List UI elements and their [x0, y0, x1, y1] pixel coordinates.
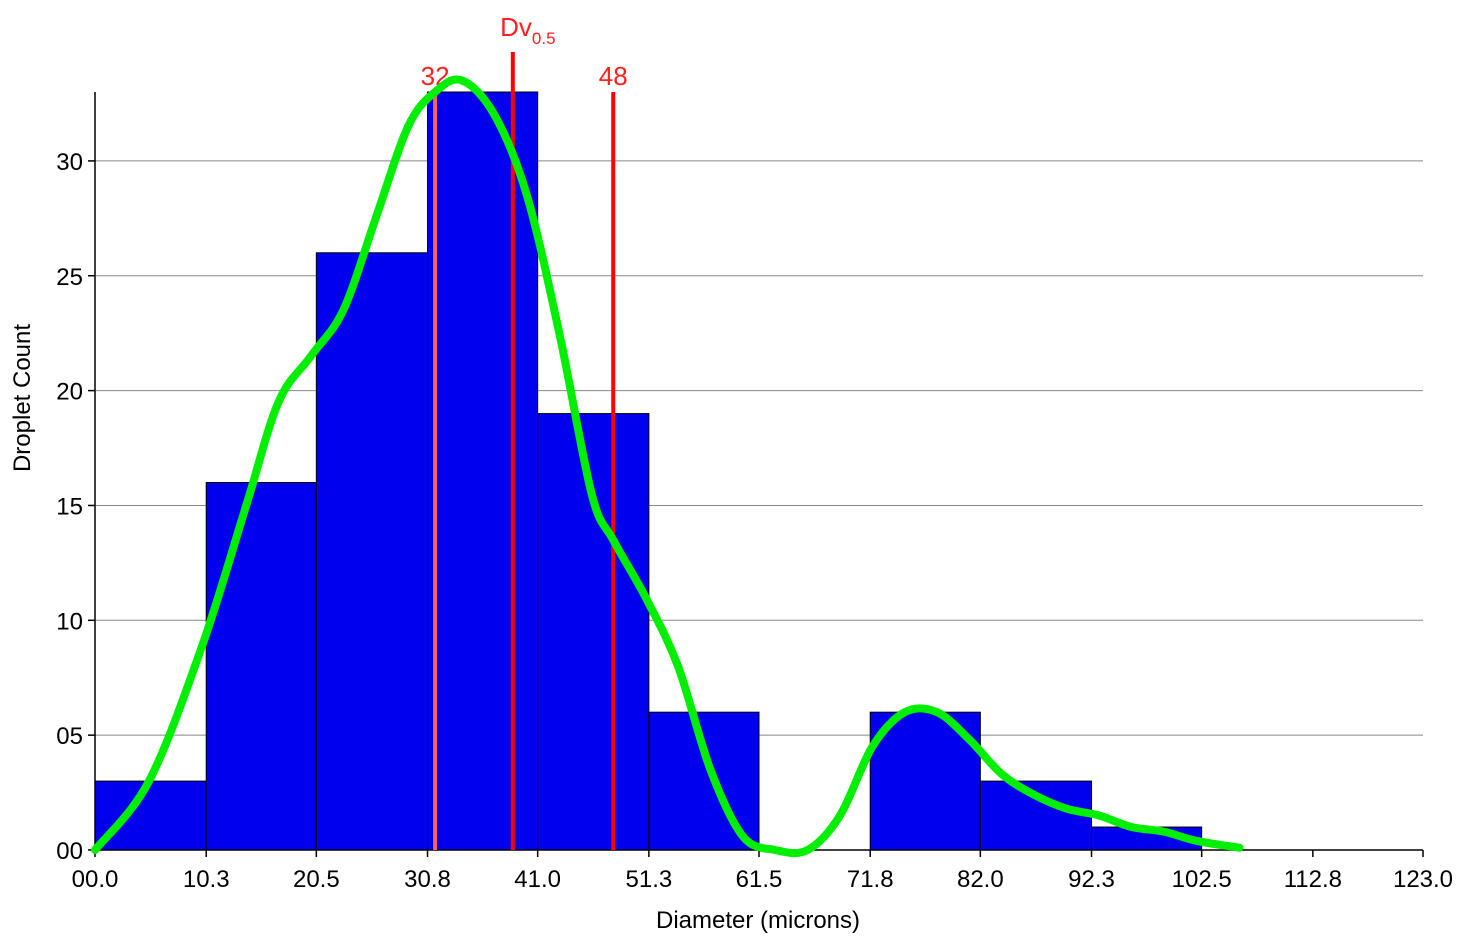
histogram-bar-0	[94, 780, 207, 851]
histogram-bar-1	[205, 481, 317, 851]
y-axis-label: Droplet Count	[9, 324, 36, 472]
x-tick-label-5: 51.3	[626, 866, 673, 893]
x-tick-label-3: 30.8	[404, 866, 451, 893]
x-tick-label-12: 123.0	[1393, 866, 1453, 893]
x-tick-label-7: 71.8	[847, 866, 894, 893]
marker-label-1: Dv0.5	[500, 12, 555, 48]
histogram-bars	[94, 91, 1203, 851]
x-axis-label: Diameter (microns)	[656, 907, 860, 934]
x-tick-label-6: 61.5	[736, 866, 783, 893]
tick-labels: 00.0 10.3 20.5 30.8 41.0 51.3 61.5 71.8 82.0 92.3…	[56, 149, 1453, 893]
y-tick-label-0: 00	[56, 838, 83, 865]
y-tick-label-6: 30	[56, 149, 83, 176]
x-tick-label-11: 112.8	[1284, 866, 1342, 893]
x-tick-label-2: 20.5	[293, 866, 340, 893]
x-tick-label-0: 00.0	[72, 866, 119, 893]
x-tick-label-1: 10.3	[183, 866, 230, 893]
marker-label-2: 48	[599, 61, 628, 91]
marker-label-subscript: 0.5	[532, 29, 556, 48]
y-tick-label-5: 25	[56, 264, 83, 291]
density-curve-layer	[91, 75, 1244, 858]
x-tick-label-9: 92.3	[1068, 866, 1115, 893]
x-tick-label-8: 82.0	[957, 866, 1004, 893]
x-tick-label-4: 41.0	[514, 866, 561, 893]
density-curve	[91, 75, 1244, 858]
x-tick-label-10: 102.5	[1172, 866, 1232, 893]
y-tick-label-1: 05	[56, 723, 83, 750]
histogram-bar-4	[537, 413, 650, 851]
y-tick-label-2: 10	[56, 608, 83, 635]
histogram-bar-3	[427, 91, 539, 851]
y-tick-label-4: 20	[56, 379, 83, 406]
histogram-bar-2	[315, 252, 429, 851]
y-tick-label-3: 15	[56, 493, 83, 520]
